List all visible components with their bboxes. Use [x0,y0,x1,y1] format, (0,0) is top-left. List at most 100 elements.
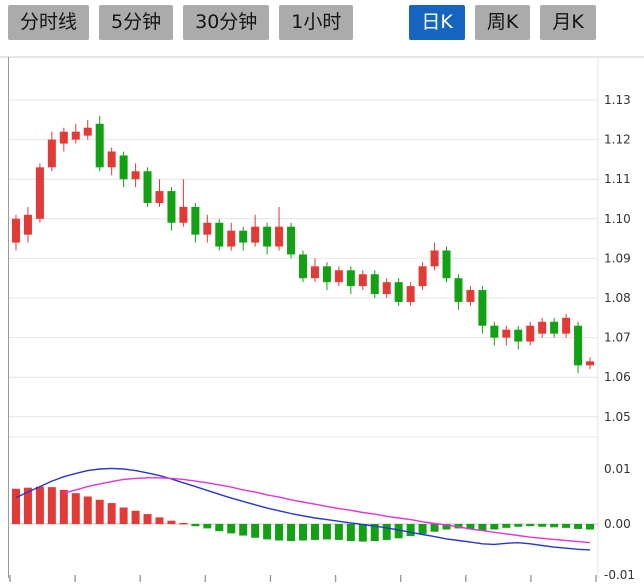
macd-hist-bar [71,493,80,524]
candle-body [322,266,331,283]
candle-body [310,266,319,279]
candle-body [23,214,32,235]
candle-body [215,222,224,247]
candle-body [370,274,379,295]
tab-weekly[interactable]: 周K [474,5,531,40]
macd-hist-bar [239,524,248,536]
macd-hist-bar [299,524,307,541]
candle-body [478,290,487,326]
macd-hist-bar [502,524,511,528]
macd-hist-bar [322,524,331,540]
macd-hist-bar [394,524,403,539]
macd-axis-label: 0.01 [604,462,631,476]
macd-hist-bar [406,524,415,537]
macd-hist-bar [490,524,499,530]
candle-body [394,282,403,302]
macd-hist-bar [155,517,164,524]
macd-hist-bar [586,524,595,530]
macd-hist-bar [191,524,200,527]
candle-body [167,191,176,223]
macd-hist-bar [310,524,319,540]
candle-body [466,290,475,302]
price-axis-label: 1.11 [604,172,631,186]
macd-hist-bar [358,524,367,542]
tab-30min[interactable]: 30分钟 [183,5,270,40]
candle-body [514,329,523,342]
candle-body [574,325,583,366]
candle-body [179,206,188,223]
candle-body [346,270,355,287]
price-axis-label: 1.12 [604,133,631,147]
candle-body [239,230,248,243]
macd-hist-bar [382,524,391,540]
macd-hist-bar [263,524,272,540]
macd-hist-bar [466,524,475,530]
candle-body [299,254,307,279]
candle-body [430,250,439,267]
candle-body [47,139,56,168]
tab-monthly[interactable]: 月K [540,5,596,40]
candle-body [502,329,511,338]
candle-body [263,226,272,247]
macd-hist-bar [203,524,212,529]
macd-hist-bar [514,524,523,527]
candle-body [275,226,284,247]
candle-body [95,123,104,168]
macd-hist-bar [107,503,116,524]
macd-hist-bar [47,487,56,524]
price-axis-label: 1.13 [604,93,631,107]
candle-body [251,226,260,243]
macd-hist-bar [442,524,451,530]
candle-body [538,321,547,334]
tab-daily[interactable]: 日K [409,5,465,40]
macd-hist-bar [346,524,355,542]
candle-body [35,167,44,219]
candle-body [358,274,367,287]
candle-body [155,191,164,203]
tab-5min[interactable]: 5分钟 [99,5,174,40]
macd-hist-bar [538,524,547,527]
candle-body [526,325,535,342]
macd-hist-bar [550,524,559,528]
macd-hist-bar [215,524,224,532]
candle-body [59,131,68,144]
candle-body [227,230,236,247]
macd-hist-bar [131,510,140,524]
macd-dif-line [15,467,591,551]
tab-timeline[interactable]: 分时线 [8,5,90,40]
macd-axis-label: 0.00 [604,517,631,531]
macd-hist-bar [562,524,571,528]
price-axis-label: 1.09 [604,251,631,265]
timeframe-tabbar: 分时线 5分钟 30分钟 1小时 日K 周K 月K [8,5,596,40]
macd-hist-bar [430,524,439,532]
price-axis-label: 1.10 [604,212,631,226]
candle-body [107,151,116,168]
candle-body [143,171,152,203]
candle-body [334,270,343,283]
macd-hist-bar [334,524,343,540]
candle-body [131,171,140,180]
candle-body [191,206,200,235]
candle-body [442,250,451,279]
macd-hist-bar [59,489,68,524]
macd-hist-bar [227,524,236,534]
candle-body [382,282,391,295]
candle-body [586,361,595,366]
macd-hist-bar [95,499,104,524]
tab-1hour[interactable]: 1小时 [279,5,354,40]
price-axis-label: 1.05 [604,410,631,424]
macd-hist-bar [83,496,92,524]
macd-hist-bar [370,524,379,542]
candle-body [406,286,415,302]
macd-hist-bar [478,524,487,531]
candle-body [119,155,128,180]
macd-dea-line [63,477,591,544]
macd-hist-bar [287,524,296,542]
candle-body [287,226,296,255]
price-axis-label: 1.07 [604,331,631,345]
candle-body [83,127,92,136]
candle-body [11,218,20,243]
macd-hist-bar [11,488,20,524]
